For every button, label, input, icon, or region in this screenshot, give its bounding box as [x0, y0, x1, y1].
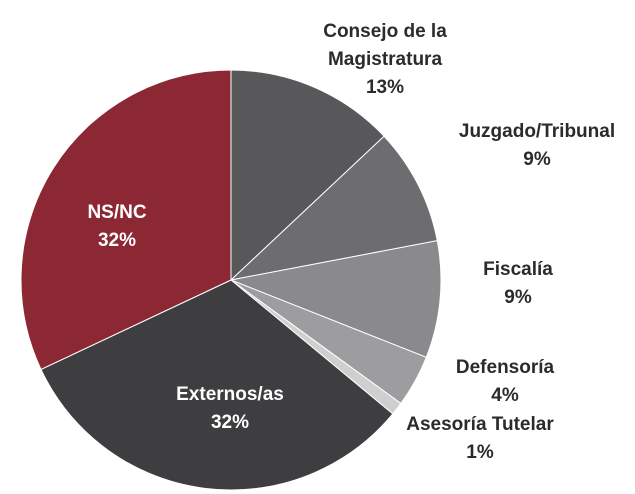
value-label: 4%: [491, 385, 519, 406]
value-label: 13%: [365, 77, 405, 98]
value-label: 32%: [210, 412, 250, 433]
category-label: Externos/as: [176, 384, 284, 405]
slice-label: Fiscalía 9%: [448, 256, 588, 312]
value-label: 32%: [97, 230, 137, 251]
category-label: NS/NC: [87, 202, 147, 223]
slice-label: Juzgado/Tribunal 9%: [437, 118, 635, 174]
slice-label: Defensoría 4%: [435, 354, 575, 410]
category-label: Defensoría: [455, 357, 555, 378]
slice-label: NS/NC 32%: [47, 199, 187, 255]
value-label: 1%: [466, 442, 494, 463]
value-label: 9%: [504, 287, 532, 308]
slice: [229, 240, 442, 358]
category-label: Asesoría Tutelar: [406, 414, 554, 435]
slice-label: Consejo de la Magistratura 13%: [290, 18, 480, 102]
category-label: Juzgado/Tribunal: [458, 121, 616, 142]
value-label: 9%: [523, 149, 551, 170]
slice: [20, 69, 232, 371]
slice-label: Externos/as 32%: [140, 381, 320, 437]
slice: [229, 135, 438, 281]
slice-label: Asesoría Tutelar 1%: [380, 411, 580, 467]
category-label: Fiscalía: [483, 259, 553, 280]
slice: [230, 69, 385, 282]
slice: [40, 279, 394, 491]
category-label: Consejo de la Magistratura: [323, 21, 447, 70]
